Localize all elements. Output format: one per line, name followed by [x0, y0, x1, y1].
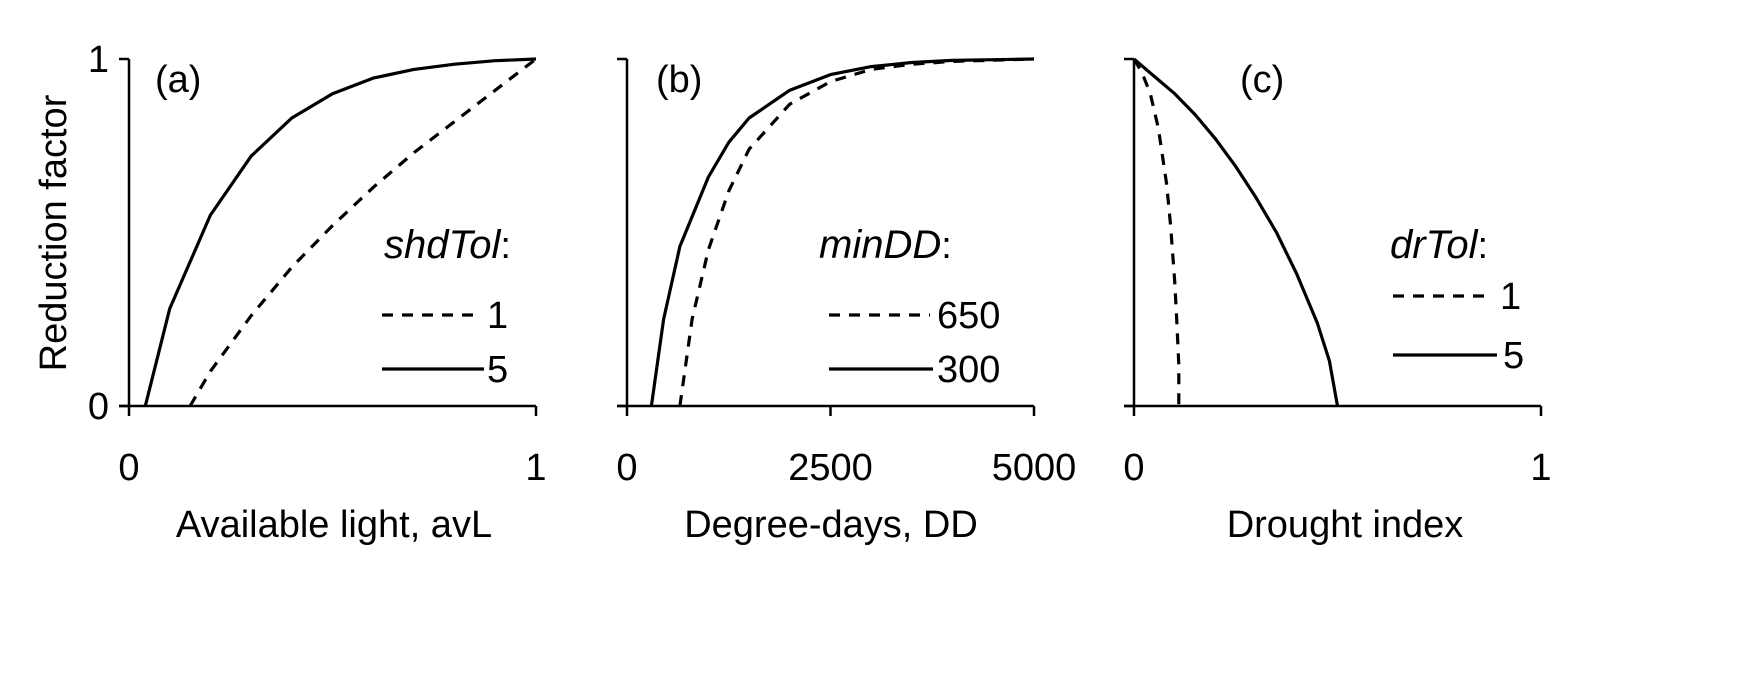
legend-title-name-c: drTol: [1390, 223, 1479, 267]
series-line-a-solid: [143, 57, 537, 407]
legend-title-suffix-c: :: [1477, 225, 1488, 267]
x-tick-label-a-1: 1: [525, 447, 546, 489]
legend-title-name-a: shdTol: [384, 223, 502, 267]
tick-labels-a: 0 1 0 1: [88, 39, 547, 489]
panel-b: (b) 0 2500 5000 Degree-days, DD minDD: 650…: [616, 57, 1076, 546]
legend-title-suffix-b: :: [941, 225, 952, 267]
y-tick-label-a-1: 1: [88, 39, 109, 81]
x-tick-label-c-1: 1: [1530, 447, 1551, 489]
legend-entry-dashed-c: 1: [1500, 276, 1521, 318]
panel-a: Reduction factor (a) 0 1 0 1 Available ligh…: [33, 39, 547, 546]
legend-title-name-b: minDD: [819, 223, 941, 267]
legend-entry-solid-b: 300: [937, 349, 1000, 391]
curves-a: [143, 57, 537, 407]
panel-label-c: (c): [1240, 59, 1284, 101]
legend-b: minDD: 650 300: [819, 223, 1000, 391]
x-axis-label-a: Available light, avL: [176, 504, 492, 546]
x-tick-label-b-0: 0: [616, 447, 637, 489]
y-axis-label: Reduction factor: [33, 94, 75, 371]
legend-title-a: shdTol:: [384, 223, 511, 267]
legend-c: drTol: 1 5: [1390, 223, 1524, 377]
legend-entry-solid-c: 5: [1503, 335, 1524, 377]
axes-c: [1124, 57, 1543, 416]
curves-c: [1132, 57, 1340, 407]
panel-label-a: (a): [155, 59, 201, 101]
x-tick-label-c-0: 0: [1123, 447, 1144, 489]
axes-b: [617, 57, 1036, 416]
legend-entry-dashed-b: 650: [937, 295, 1000, 337]
legend-title-b: minDD:: [819, 223, 952, 267]
tick-labels-b: 0 2500 5000: [616, 447, 1076, 489]
y-tick-label-a-0: 0: [88, 386, 109, 428]
series-line-c-solid: [1132, 57, 1340, 407]
series-line-b-dashed: [678, 57, 1035, 407]
panel-label-b: (b): [656, 59, 702, 101]
legend-title-suffix-a: :: [500, 225, 511, 267]
series-line-c-dashed: [1132, 58, 1181, 406]
x-axis-label-b: Degree-days, DD: [684, 504, 978, 546]
curves-b: [649, 57, 1035, 407]
legend-a: shdTol: 1 5: [382, 223, 511, 391]
series-line-b-solid: [649, 57, 1035, 407]
x-tick-label-b-2: 5000: [992, 447, 1077, 489]
x-axis-label-c: Drought index: [1227, 504, 1464, 546]
x-tick-label-b-1: 2500: [788, 447, 873, 489]
x-tick-label-a-0: 0: [118, 447, 139, 489]
legend-entry-solid-a: 5: [487, 349, 508, 391]
legend-title-c: drTol:: [1390, 223, 1488, 267]
legend-entry-dashed-a: 1: [487, 295, 508, 337]
axes-a: [119, 57, 538, 416]
